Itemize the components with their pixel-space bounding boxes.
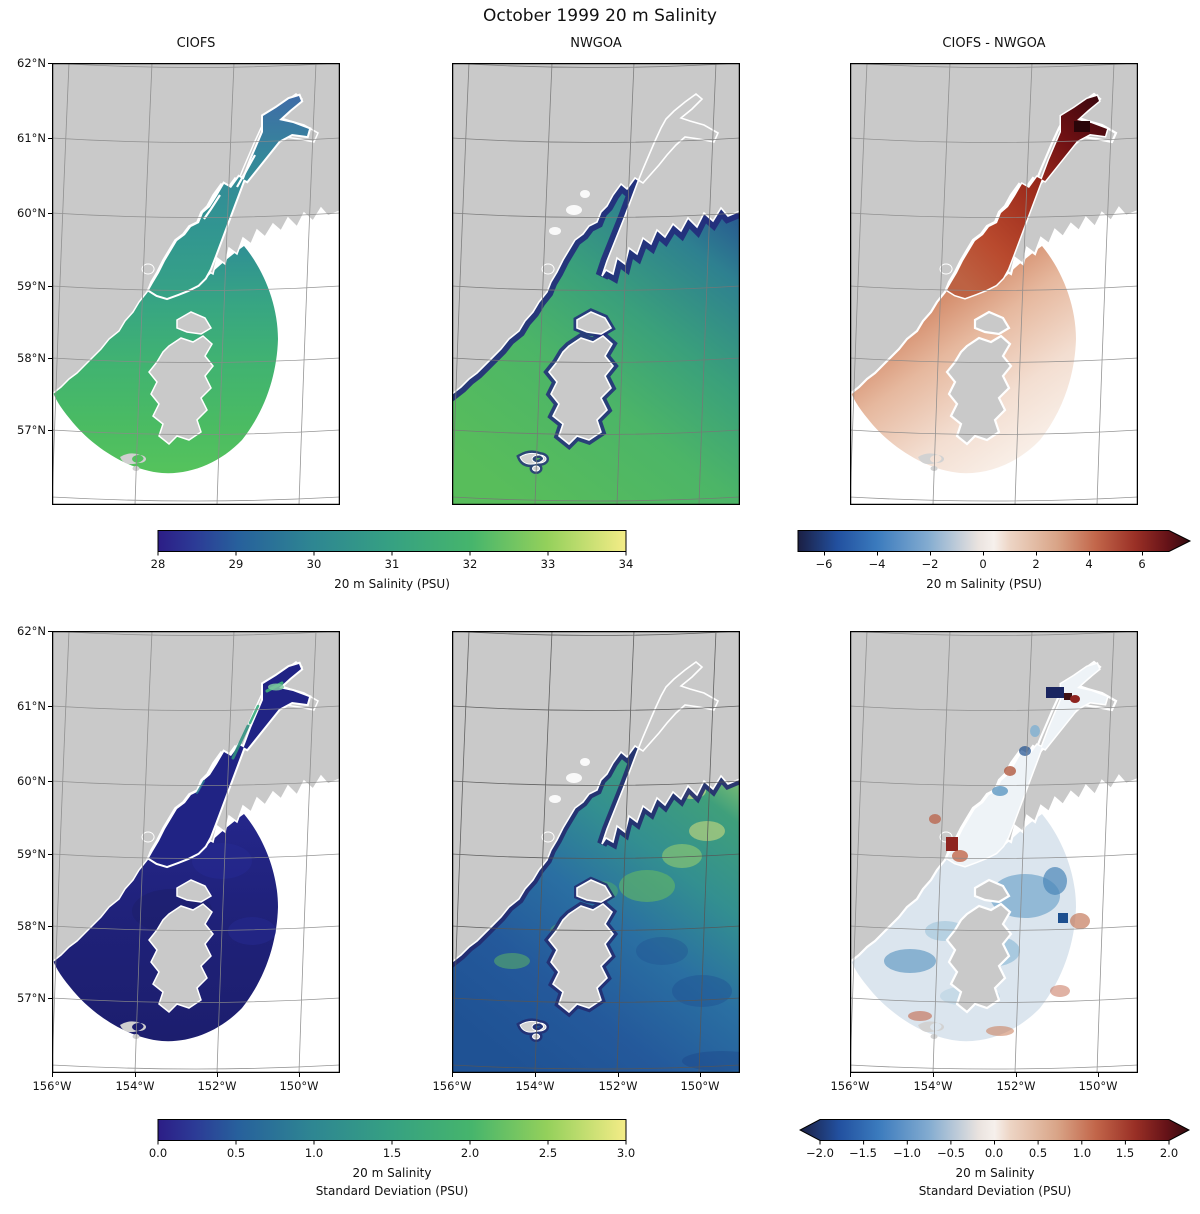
cb-tick: 1.0 bbox=[304, 1146, 324, 1160]
lon-label: 152°W bbox=[996, 1079, 1036, 1093]
lon-label: 152°W bbox=[598, 1079, 638, 1093]
figure-title: October 1999 20 m Salinity bbox=[483, 6, 717, 26]
cb-tick: 6 bbox=[1138, 557, 1146, 571]
lon-label: 150°W bbox=[279, 1079, 319, 1093]
cb-tick: 1.5 bbox=[382, 1146, 402, 1160]
cb-tick: −1.0 bbox=[893, 1146, 921, 1160]
colorbar-std-diff-label-line2: Standard Deviation (PSU) bbox=[918, 1184, 1072, 1198]
lon-label: 154°W bbox=[115, 1079, 155, 1093]
cb-tick: −0.5 bbox=[937, 1146, 965, 1160]
panel-title-diff: CIOFS - NWGOA bbox=[942, 36, 1046, 51]
cb-tick: 0.0 bbox=[984, 1146, 1004, 1160]
inlet-braids bbox=[203, 154, 256, 220]
panel-border bbox=[850, 63, 1138, 505]
max-diff-block bbox=[1074, 121, 1090, 132]
map-panel-nwgoa-std bbox=[452, 631, 740, 1073]
cb-tick: 34 bbox=[618, 557, 634, 571]
lon-label: 156°W bbox=[830, 1079, 870, 1093]
colorbar-std-label-line1: 20 m Salinity bbox=[352, 1166, 432, 1180]
map-panel-ciofs-salinity bbox=[52, 63, 340, 505]
lon-label: 150°W bbox=[680, 1079, 720, 1093]
lon-label: 156°W bbox=[32, 1079, 72, 1093]
colorbar-std-diff-label-line1: 20 m Salinity bbox=[955, 1166, 1035, 1180]
cb-tick: 1.0 bbox=[1072, 1146, 1092, 1160]
panel-border bbox=[52, 63, 340, 505]
panel-border bbox=[452, 63, 740, 505]
colorbar-salinity-label: 20 m Salinity (PSU) bbox=[334, 577, 450, 591]
lat-label: 58°N bbox=[17, 919, 46, 933]
panel-border bbox=[850, 631, 1138, 1073]
cb-tick: 1.5 bbox=[1115, 1146, 1135, 1160]
map-panel-diff-std bbox=[850, 631, 1138, 1073]
cb-tick: −2.0 bbox=[806, 1146, 834, 1160]
cb-tick: −2 bbox=[921, 557, 939, 571]
cb-tick: 2.0 bbox=[1159, 1146, 1179, 1160]
colorbar-salinity bbox=[157, 530, 627, 561]
cb-tick: 33 bbox=[540, 557, 556, 571]
lon-label: 156°W bbox=[432, 1079, 472, 1093]
lon-label: 150°W bbox=[1078, 1079, 1118, 1093]
lat-label: 61°N bbox=[17, 699, 46, 713]
cb-tick: 2 bbox=[1032, 557, 1040, 571]
cb-tick: 2.5 bbox=[538, 1146, 558, 1160]
cb-tick: 0.0 bbox=[148, 1146, 168, 1160]
landmask-gaps bbox=[549, 758, 590, 803]
panel-title-ciofs: CIOFS bbox=[176, 36, 216, 51]
map-panel-ciofs-std bbox=[52, 631, 340, 1073]
cb-tick: 2.0 bbox=[460, 1146, 480, 1160]
cb-tick: 3.0 bbox=[616, 1146, 636, 1160]
colorbar-salinity-diff bbox=[797, 530, 1193, 561]
cb-tick: 0.5 bbox=[1028, 1146, 1048, 1160]
cb-tick: 4 bbox=[1085, 557, 1093, 571]
cb-tick: 0.5 bbox=[226, 1146, 246, 1160]
lat-label: 61°N bbox=[17, 131, 46, 145]
cb-tick: −6 bbox=[815, 557, 833, 571]
cb-tick: 30 bbox=[306, 557, 322, 571]
colorbar-std-label-line2: Standard Deviation (PSU) bbox=[315, 1184, 469, 1198]
lat-label: 62°N bbox=[17, 624, 46, 638]
inlet-speckle bbox=[929, 687, 1080, 862]
inlet-std-streaks bbox=[196, 681, 284, 794]
cb-tick: −4 bbox=[868, 557, 886, 571]
colorbar-salinity-diff-label: 20 m Salinity (PSU) bbox=[926, 577, 1042, 591]
cb-tick: 28 bbox=[150, 557, 166, 571]
lon-label: 154°W bbox=[515, 1079, 555, 1093]
map-panel-nwgoa-salinity bbox=[452, 63, 740, 505]
panel-title-nwgoa: NWGOA bbox=[570, 36, 622, 51]
cb-tick: −1.5 bbox=[849, 1146, 877, 1160]
cb-tick: 0 bbox=[979, 557, 987, 571]
lat-label: 60°N bbox=[17, 206, 46, 220]
panel-border bbox=[452, 631, 740, 1073]
panel-border bbox=[52, 631, 340, 1073]
lat-label: 62°N bbox=[17, 56, 46, 70]
cb-tick: 32 bbox=[462, 557, 478, 571]
lat-label: 59°N bbox=[17, 847, 46, 861]
map-panel-diff-salinity bbox=[850, 63, 1138, 505]
lat-label: 58°N bbox=[17, 351, 46, 365]
lat-label: 57°N bbox=[17, 423, 46, 437]
landmask-gaps bbox=[549, 190, 590, 235]
cb-tick: 29 bbox=[228, 557, 244, 571]
lat-label: 57°N bbox=[17, 991, 46, 1005]
cb-tick: 31 bbox=[384, 557, 400, 571]
lon-label: 154°W bbox=[913, 1079, 953, 1093]
lat-label: 59°N bbox=[17, 279, 46, 293]
colorbar-std-diff bbox=[798, 1119, 1191, 1150]
colorbar-std bbox=[157, 1119, 627, 1150]
lon-label: 152°W bbox=[197, 1079, 237, 1093]
lat-label: 60°N bbox=[17, 774, 46, 788]
